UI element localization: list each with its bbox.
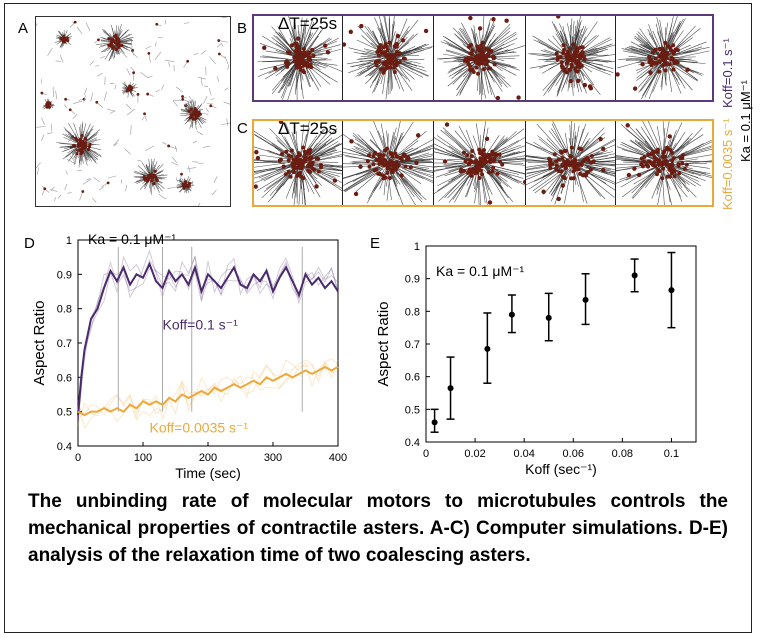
panel-c-frame (343, 121, 434, 205)
figure-caption: The unbinding rate of molecular motors t… (28, 491, 728, 566)
data-point (631, 272, 638, 279)
y-tick-label: 0.4 (405, 437, 420, 449)
panel-b-label: B (237, 20, 248, 37)
simulation-frame-image (434, 121, 525, 205)
x-tick-label: 0.04 (513, 448, 534, 460)
panel-b-frame (526, 16, 616, 100)
panel-c-koff-label: Koff=0.0035 s⁻¹ (720, 118, 735, 210)
x-tick-label: 300 (264, 452, 282, 464)
y-tick-label: 0.5 (405, 404, 420, 416)
simulation-frame-image (436, 16, 525, 100)
data-point (447, 385, 454, 392)
panel-b-strip: ΔT=25s (252, 14, 714, 102)
aspect-ratio-time-chart: 0.4 0.5 0.6 0.7 0.8 0.9 1 0 100 200 300 400 Time (se… (31, 231, 347, 481)
y-tick-label: 1 (414, 241, 420, 253)
y-tick-label: 0.7 (405, 339, 420, 351)
panel-b-frame (616, 16, 712, 100)
panel-c-frame (254, 121, 343, 205)
panel-c-frame (526, 121, 616, 205)
trial-trace (77, 255, 339, 422)
simulation-frame-image (616, 16, 710, 100)
figure-frame (4, 3, 752, 633)
y-tick-label: 0.6 (405, 372, 420, 384)
panel-d-label: D (24, 235, 35, 252)
data-point (484, 345, 491, 352)
x-tick-label: 0.02 (464, 448, 485, 460)
simulation-image-a (36, 17, 230, 206)
simulation-frame-image (343, 16, 433, 100)
panel-c-frame (434, 121, 526, 205)
simulation-frame-image (257, 16, 342, 100)
x-tick-label: 100 (134, 452, 152, 464)
x-tick-label: 400 (329, 452, 347, 464)
trial-trace (77, 359, 339, 430)
panel-e-label: E (370, 235, 381, 252)
simulation-frame-image (616, 121, 712, 205)
data-point (508, 311, 515, 318)
trial-trace (77, 260, 339, 427)
y-tick-label: 0.7 (57, 338, 72, 350)
y-tick-label: 0.4 (57, 441, 72, 453)
series-label: Koff=0.1 s⁻¹ (163, 316, 239, 332)
x-tick-label: 0 (75, 452, 81, 464)
aspect-ratio-koff-chart: 0.4 0.5 0.6 0.7 0.8 0.9 1 0 0.02 0.04 0.06 0.08 0.1 K… (375, 241, 697, 477)
plot-frame (77, 239, 339, 447)
series-label: Koff=0.0035 s⁻¹ (150, 419, 249, 435)
y-tick-label: 0.9 (405, 274, 420, 286)
x-axis-label: Koff (sec⁻¹) (525, 461, 597, 477)
panel-c-strip: ΔT=25s (252, 119, 714, 207)
y-tick-label: 0.8 (405, 306, 420, 318)
series-line (77, 261, 339, 416)
ka-annotation: Ka = 0.1 μM⁻¹ (88, 231, 177, 247)
y-tick-label: 0.5 (57, 407, 72, 419)
simulation-frame-image (527, 16, 615, 97)
x-tick-label: 200 (199, 452, 217, 464)
series-line (77, 365, 339, 417)
x-axis-label: Time (sec) (175, 465, 241, 481)
panel-b-koff-label: Koff=0.1 s⁻¹ (720, 38, 735, 108)
simulation-frame-image (343, 121, 433, 205)
panels-bc-ka-label: Ka = 0.1 μM⁻¹ (738, 80, 753, 162)
panel-b-delta-t: ΔT=25s (278, 14, 338, 33)
data-point (545, 314, 552, 321)
panel-c-label: C (237, 120, 248, 137)
panel-b-frame (343, 16, 434, 100)
panel-c-delta-t: ΔT=25s (278, 119, 338, 138)
simulation-frame-image (254, 121, 342, 205)
y-tick-label: 0.9 (57, 269, 72, 281)
x-tick-label: 0.08 (612, 448, 633, 460)
data-point (582, 296, 589, 303)
y-axis-label: Aspect Ratio (31, 300, 48, 385)
y-tick-label: 1 (66, 235, 72, 247)
x-tick-label: 0.06 (563, 448, 584, 460)
x-tick-label: 0 (423, 448, 429, 460)
y-axis-label: Aspect Ratio (375, 301, 392, 386)
panel-a-label: A (18, 20, 29, 37)
y-tick-label: 0.8 (57, 304, 72, 316)
simulation-frame-image (526, 121, 615, 205)
ka-annotation: Ka = 0.1 μM⁻¹ (436, 263, 525, 279)
panel-a-simulation (35, 16, 231, 207)
x-tick-label: 0.1 (664, 448, 679, 460)
panel-b-frame (254, 16, 343, 100)
data-point (668, 287, 675, 294)
data-point (431, 419, 438, 426)
trial-trace (77, 360, 339, 425)
panel-c-frame (616, 121, 712, 205)
trial-trace (77, 358, 339, 420)
y-tick-label: 0.6 (57, 372, 72, 384)
panel-b-frame (434, 16, 526, 100)
trial-trace (77, 249, 339, 418)
